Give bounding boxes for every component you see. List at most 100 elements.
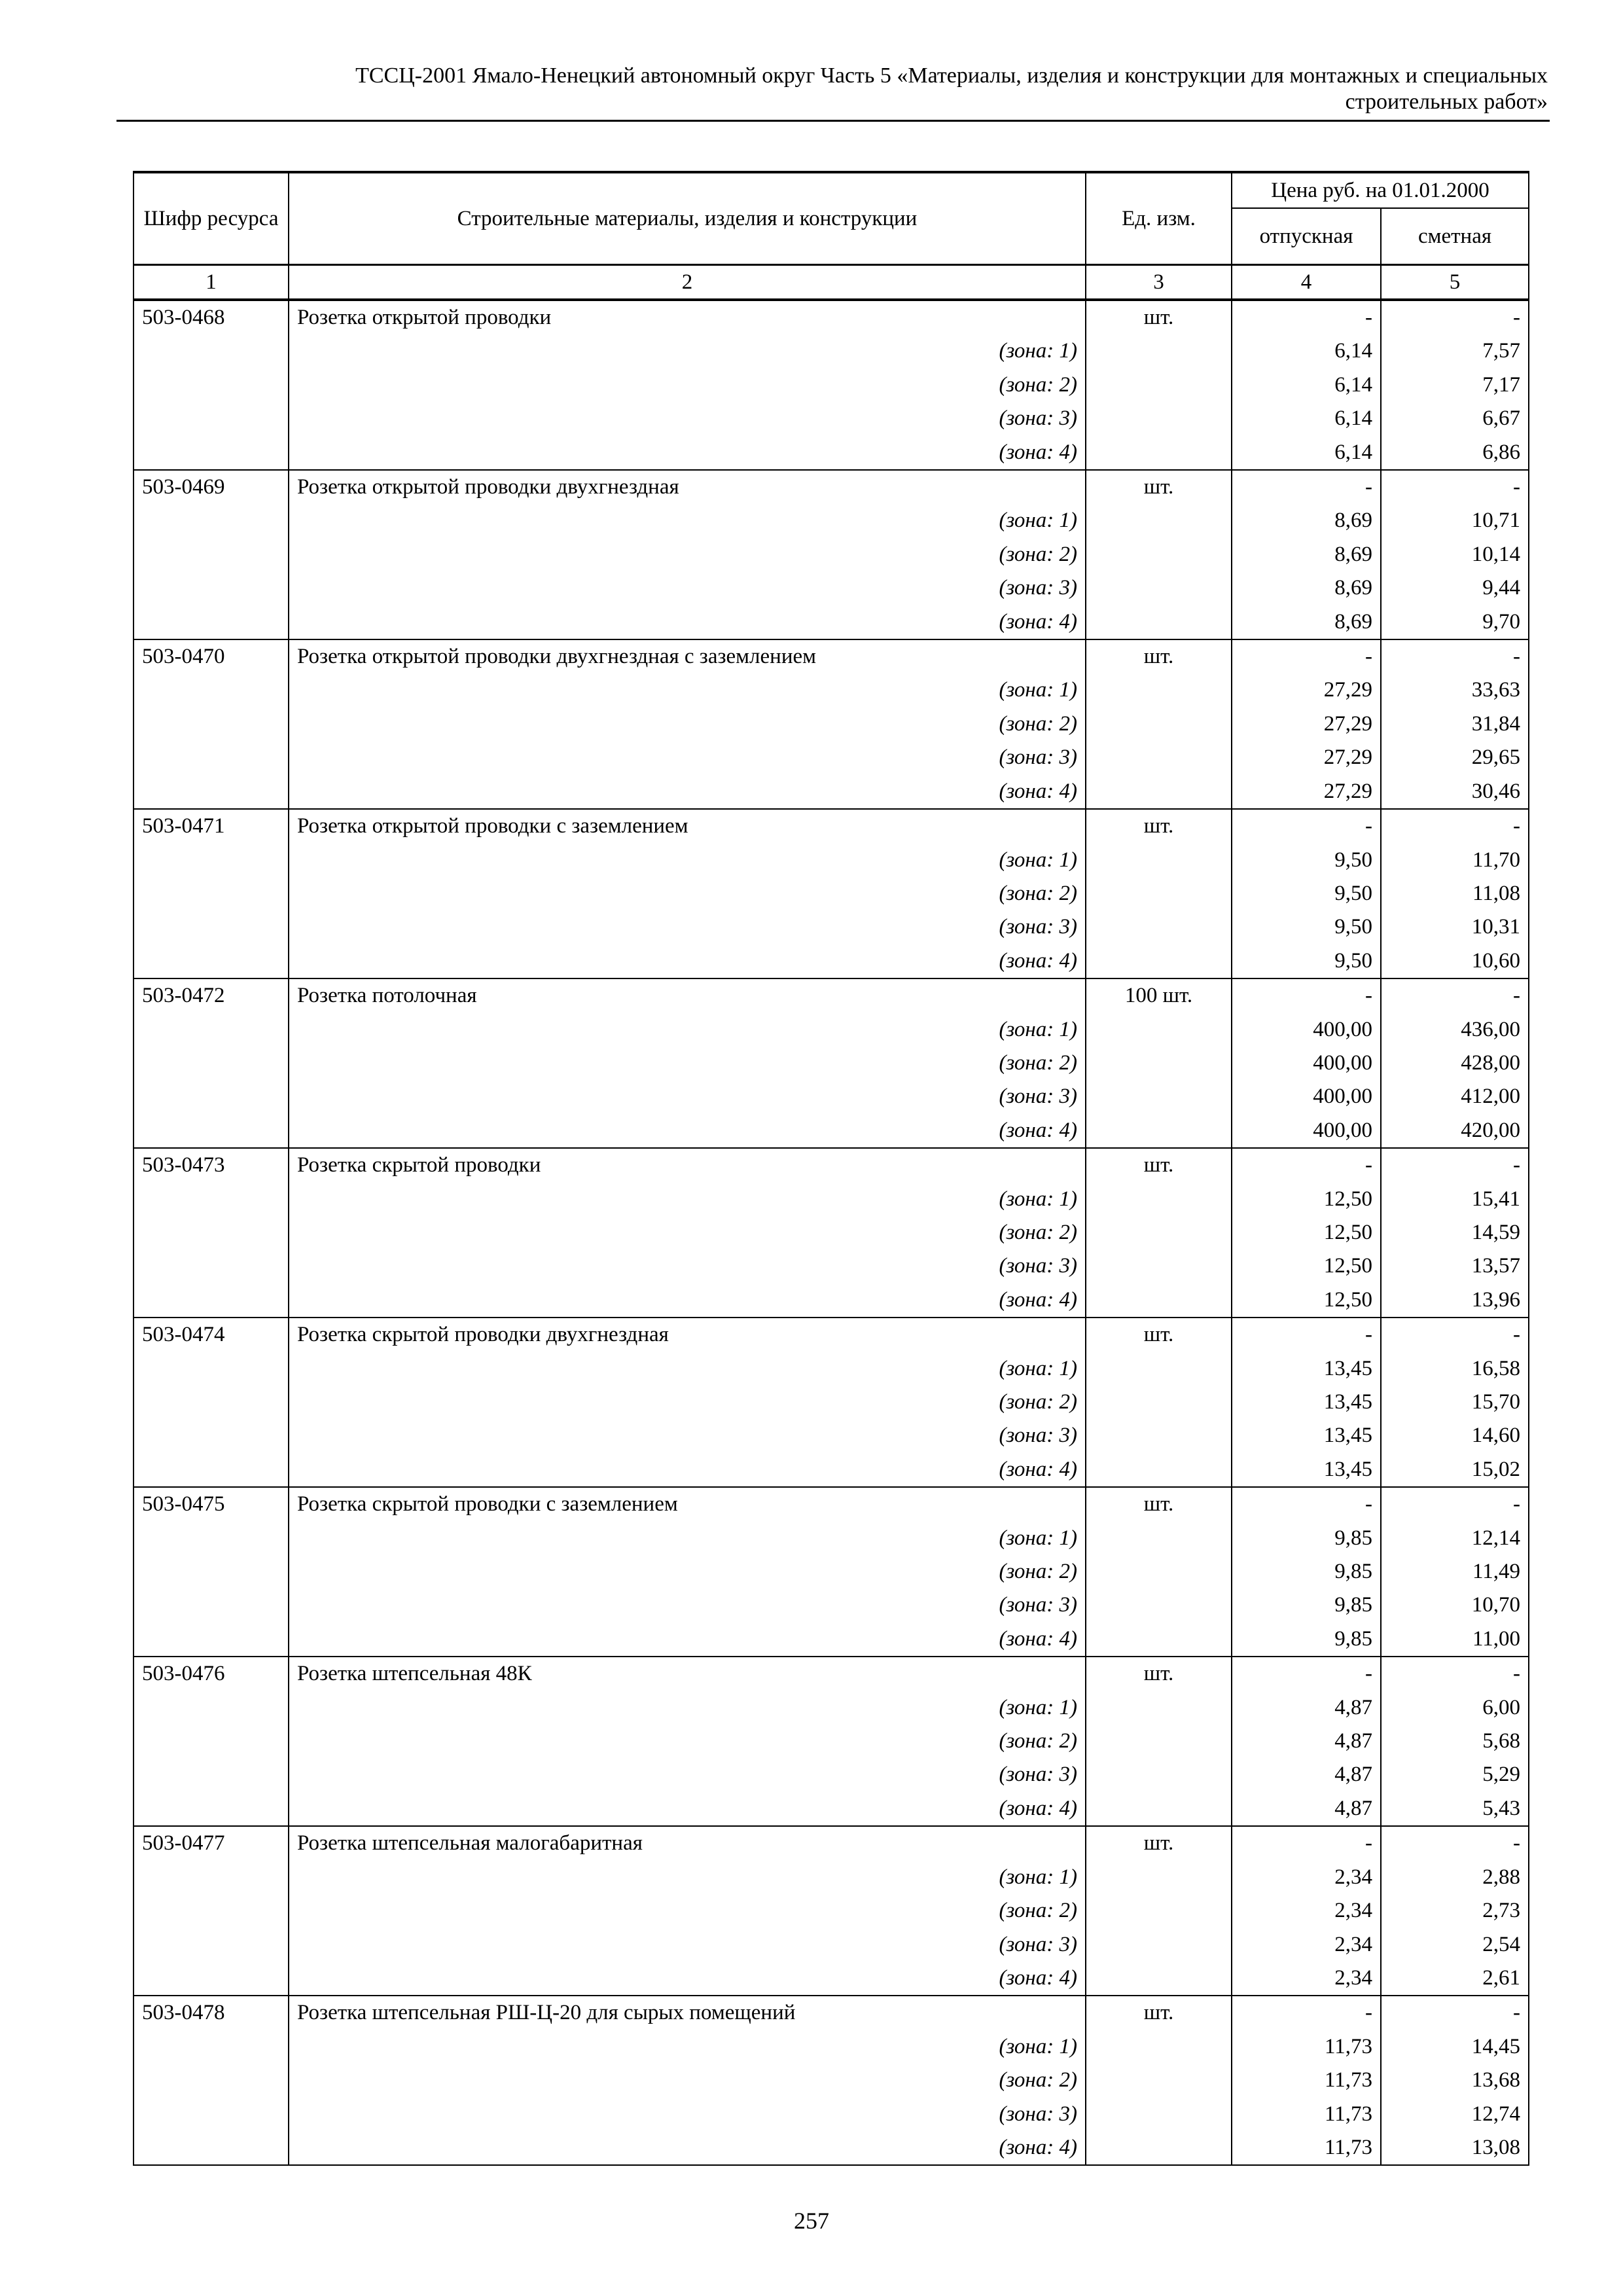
unit: [1085, 707, 1232, 742]
estimate-price: 10,31: [1380, 910, 1530, 944]
zone-label: (зона: 3): [288, 1080, 1086, 1114]
unit: [1085, 2130, 1232, 2166]
resource-code: 503-0470: [133, 639, 289, 674]
estimate-price: 436,00: [1380, 1013, 1530, 1047]
unit: [1085, 2064, 1232, 2098]
unit: [1085, 1555, 1232, 1589]
resource-code: [133, 1725, 289, 1759]
estimate-price: 15,70: [1380, 1386, 1530, 1420]
unit: [1085, 741, 1232, 775]
resource-code: [133, 368, 289, 403]
unit: шт.: [1085, 1317, 1232, 1352]
running-header: ТССЦ-2001 Ямало-Ненецкий автономный окру…: [118, 63, 1548, 115]
resource-code: [133, 1860, 289, 1895]
unit: [1085, 571, 1232, 605]
table-row-zone: (зона: 4) 9,50 10,60: [133, 944, 1530, 980]
estimate-price: 6,67: [1380, 402, 1530, 436]
estimate-price: 10,60: [1380, 944, 1530, 980]
estimate-price: 2,88: [1380, 1860, 1530, 1895]
estimate-price: 7,57: [1380, 334, 1530, 368]
resource-code: [133, 1894, 289, 1928]
release-price: 4,87: [1231, 1791, 1382, 1827]
estimate-price: -: [1380, 1317, 1530, 1352]
estimate-price: 412,00: [1380, 1080, 1530, 1114]
release-price: 2,34: [1231, 1860, 1382, 1895]
estimate-price: 31,84: [1380, 707, 1530, 742]
resource-code: [133, 1352, 289, 1386]
zone-label: (зона: 3): [288, 910, 1086, 944]
table-row-zone: (зона: 3) 12,50 13,57: [133, 1249, 1530, 1283]
table-row-item: 503-0475 Розетка скрытой проводки с зазем…: [133, 1486, 1530, 1522]
table-row-zone: (зона: 1) 6,14 7,57: [133, 334, 1530, 368]
unit: [1085, 368, 1232, 403]
material-name: Розетка скрытой проводки с заземлением: [288, 1486, 1086, 1522]
unit: [1085, 1352, 1232, 1386]
zone-label: (зона: 2): [288, 707, 1086, 742]
estimate-price: 9,44: [1380, 571, 1530, 605]
estimate-price: 5,43: [1380, 1791, 1530, 1827]
zone-label: (зона: 3): [288, 1758, 1086, 1792]
material-name: Розетка штепсельная РШ-Ц-20 для сырых по…: [288, 1995, 1086, 2030]
unit: [1085, 1758, 1232, 1792]
unit: 100 шт.: [1085, 978, 1232, 1013]
zone-label: (зона: 1): [288, 504, 1086, 538]
resource-code: [133, 673, 289, 708]
release-price: 9,85: [1231, 1555, 1382, 1589]
unit: [1085, 774, 1232, 810]
unit: [1085, 944, 1232, 980]
unit: [1085, 1588, 1232, 1623]
resource-code: [133, 1113, 289, 1149]
unit: [1085, 1113, 1232, 1149]
release-price: 8,69: [1231, 537, 1382, 572]
release-price: 27,29: [1231, 774, 1382, 810]
release-price: 12,50: [1231, 1215, 1382, 1250]
estimate-price: 14,59: [1380, 1215, 1530, 1250]
table-row-zone: (зона: 2) 13,45 15,70: [133, 1386, 1530, 1420]
zone-label: (зона: 3): [288, 571, 1086, 605]
table-row-zone: (зона: 1) 12,50 15,41: [133, 1182, 1530, 1216]
release-price: 12,50: [1231, 1182, 1382, 1216]
release-price: 8,69: [1231, 504, 1382, 538]
release-price: 12,50: [1231, 1249, 1382, 1283]
table-row-zone: (зона: 4) 11,73 13,08: [133, 2130, 1530, 2166]
material-name: Розетка открытой проводки двухгнездная с…: [288, 639, 1086, 674]
unit: [1085, 1894, 1232, 1928]
zone-label: (зона: 2): [288, 1215, 1086, 1250]
release-price: 4,87: [1231, 1691, 1382, 1725]
estimate-price: -: [1380, 1486, 1530, 1522]
release-price: 11,73: [1231, 2130, 1382, 2166]
estimate-price: -: [1380, 298, 1530, 335]
estimate-price: 29,65: [1380, 741, 1530, 775]
resource-code: [133, 1521, 289, 1556]
estimate-price: 16,58: [1380, 1352, 1530, 1386]
release-price: 13,45: [1231, 1352, 1382, 1386]
estimate-price: 10,70: [1380, 1588, 1530, 1623]
release-price: 8,69: [1231, 605, 1382, 641]
resource-code: 503-0476: [133, 1656, 289, 1691]
resource-code: [133, 1386, 289, 1420]
resource-code: [133, 537, 289, 572]
estimate-price: 428,00: [1380, 1046, 1530, 1081]
unit: [1085, 876, 1232, 911]
release-price: -: [1231, 1486, 1382, 1522]
estimate-price: 12,14: [1380, 1521, 1530, 1556]
table-row-item: 503-0471 Розетка открытой проводки с зазе…: [133, 808, 1530, 844]
unit: [1085, 1791, 1232, 1827]
unit: [1085, 537, 1232, 572]
unit: [1085, 1419, 1232, 1453]
estimate-price: 30,46: [1380, 774, 1530, 810]
material-name: Розетка штепсельная малогабаритная: [288, 1825, 1086, 1861]
resource-code: 503-0478: [133, 1995, 289, 2030]
unit: [1085, 1386, 1232, 1420]
table-body: 503-0468 Розетка открытой проводки шт. - - (з…: [133, 298, 1530, 2166]
resource-code: [133, 1758, 289, 1792]
estimate-price: 11,08: [1380, 876, 1530, 911]
resource-code: [133, 876, 289, 911]
release-price: 2,34: [1231, 1961, 1382, 1997]
estimate-price: 9,70: [1380, 605, 1530, 641]
release-price: 6,14: [1231, 402, 1382, 436]
zone-label: (зона: 4): [288, 1622, 1086, 1658]
col-number: 5: [1380, 264, 1530, 301]
table-row-item: 503-0474 Розетка скрытой проводки двухгне…: [133, 1317, 1530, 1352]
resource-code: 503-0468: [133, 298, 289, 335]
